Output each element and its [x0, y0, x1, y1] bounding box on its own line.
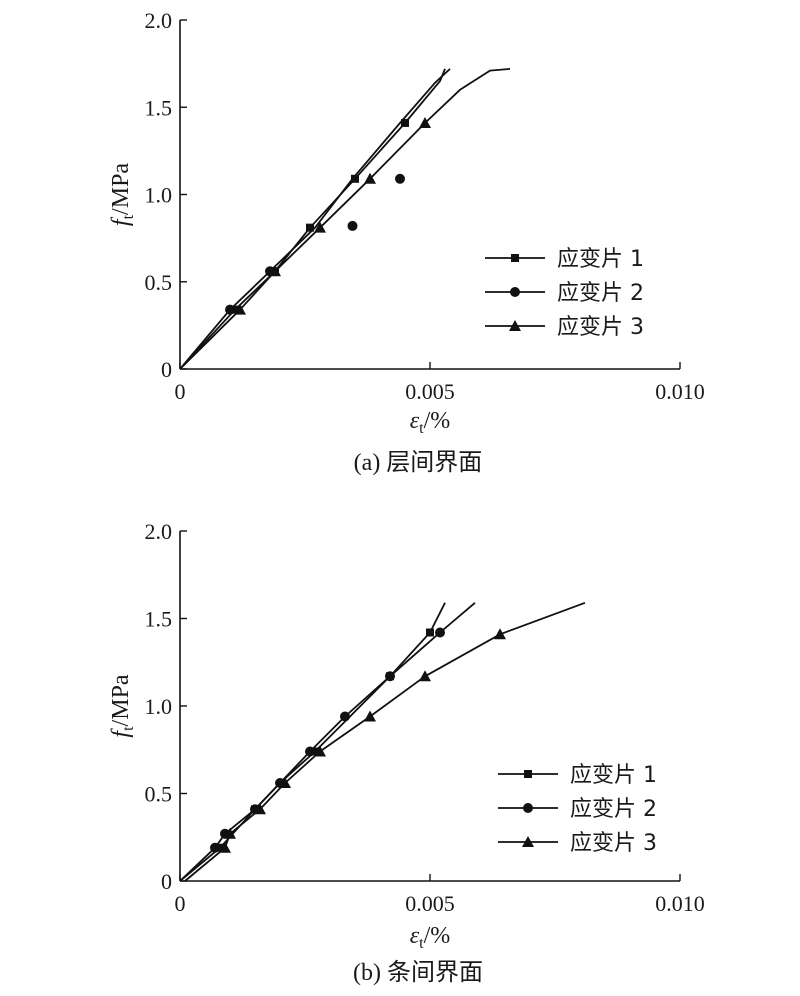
data-point: [385, 671, 395, 682]
data-point: [224, 827, 236, 839]
data-point: [269, 265, 281, 277]
x-tick-label: 0.010: [655, 379, 705, 404]
y-tick-label: 0.5: [145, 782, 173, 807]
data-point: [314, 221, 326, 233]
data-point: [225, 304, 235, 315]
legend-marker: [523, 803, 533, 813]
data-point: [401, 118, 409, 127]
y-tick-label: 0: [161, 357, 172, 382]
x-axis-label: εt/%: [410, 923, 451, 952]
legend-marker: [511, 254, 519, 262]
y-tick-label: 2.0: [145, 519, 173, 544]
y-tick-label: 1.5: [145, 95, 173, 120]
x-axis-label: εt/%: [410, 408, 451, 437]
y-tick-label: 0.5: [145, 270, 173, 295]
legend-marker: [509, 320, 521, 331]
data-point: [254, 803, 266, 815]
x-tick-label: 0.005: [405, 891, 455, 916]
x-tick-label: 0.005: [405, 379, 455, 404]
legend-marker: [522, 836, 534, 847]
data-point: [364, 172, 376, 184]
data-point: [219, 841, 231, 853]
data-point: [419, 116, 431, 128]
data-point: [426, 628, 434, 637]
series-line-2: [179, 602, 476, 882]
data-point: [395, 173, 405, 184]
legend-marker: [524, 770, 532, 778]
series-line-3: [179, 68, 511, 370]
series-line-2: [179, 68, 451, 370]
y-axis-label: ft/MPa: [108, 163, 137, 226]
data-point: [234, 303, 246, 315]
legend-label: 应变片 3: [570, 831, 657, 856]
y-tick-label: 1.0: [145, 694, 173, 719]
data-point: [279, 777, 291, 788]
series-line-1: [179, 602, 446, 882]
panel-caption: (a) 层间界面: [354, 449, 483, 476]
x-tick-label: 0.010: [655, 891, 705, 916]
legend-marker: [510, 287, 520, 297]
x-tick-label: 0: [175, 379, 186, 404]
data-point: [494, 628, 506, 640]
legend: 应变片 1 应变片 2 应变片 3: [485, 247, 644, 340]
y-tick-label: 1.5: [145, 607, 173, 632]
x-tick-label: 0: [175, 891, 186, 916]
data-point: [347, 220, 358, 231]
data-point: [210, 842, 220, 853]
data-point: [364, 710, 376, 722]
legend-label: 应变片 1: [557, 247, 644, 272]
legend: 应变片 1 应变片 2 应变片 3: [498, 763, 657, 856]
series-line-3: [184, 601, 586, 882]
legend-label: 应变片 3: [557, 315, 644, 340]
y-axis-label: ft/MPa: [108, 674, 137, 737]
panel-caption: (b) 条间界面: [353, 959, 483, 986]
legend-label: 应变片 2: [570, 797, 657, 822]
data-point: [435, 627, 445, 638]
data-point: [340, 711, 350, 722]
data-point: [306, 223, 314, 232]
y-tick-label: 2.0: [145, 8, 173, 33]
series-line-1: [179, 68, 446, 370]
data-point: [351, 174, 359, 183]
data-point: [314, 745, 326, 757]
data-point: [305, 746, 315, 757]
y-tick-label: 1.0: [145, 183, 173, 208]
y-tick-label: 0: [161, 869, 172, 894]
legend-label: 应变片 2: [557, 281, 644, 306]
legend-label: 应变片 1: [570, 763, 657, 788]
data-point: [419, 670, 431, 682]
